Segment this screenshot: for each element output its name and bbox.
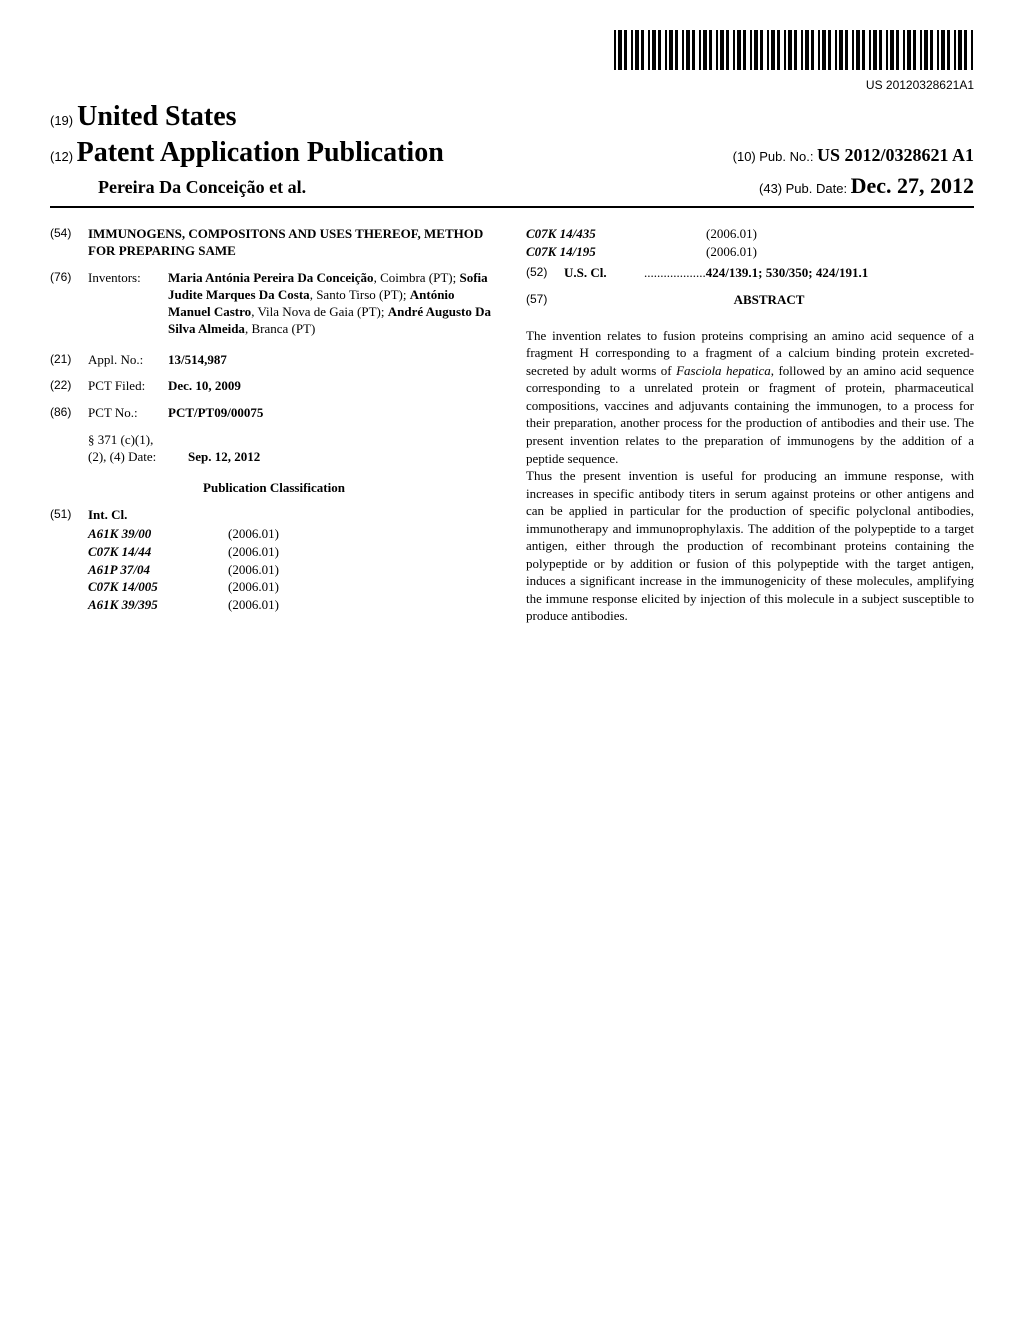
abstract-header-row: (57) ABSTRACT [526, 292, 974, 317]
para-371-label2: (2), (4) Date: [88, 449, 188, 466]
us-cl-value: 424/139.1; 530/350; 424/191.1 [706, 265, 869, 282]
pub-no-code: (10) [733, 149, 756, 164]
class-code: C07K 14/005 [88, 579, 228, 596]
class-year: (2006.01) [228, 579, 328, 596]
class-code: C07K 14/195 [526, 244, 706, 261]
barcode-region: US 20120328621A1 [50, 30, 974, 94]
header-section: (19) United States (12) Patent Applicati… [50, 99, 974, 208]
us-cl-row: (52) U.S. Cl. ................... 424/13… [526, 265, 974, 282]
int-cl-code: (51) [50, 507, 88, 524]
abstract-p2: Thus the present invention is useful for… [526, 467, 974, 625]
class-year: (2006.01) [228, 597, 328, 614]
pub-classification-heading: Publication Classification [50, 480, 498, 497]
us-cl-dots: ................... [644, 265, 706, 282]
right-column: C07K 14/435 (2006.01) C07K 14/195 (2006.… [526, 226, 974, 625]
left-column: (54) IMMUNOGENS, COMPOSITONS AND USES TH… [50, 226, 498, 625]
pub-date-label: Pub. Date: [786, 181, 847, 196]
inventors-code: (76) [50, 270, 88, 338]
class-code: C07K 14/44 [88, 544, 228, 561]
para-371-label1: § 371 (c)(1), [88, 432, 153, 449]
int-cl-item: C07K 14/195 (2006.01) [526, 244, 974, 261]
abstract-text: The invention relates to fusion proteins… [526, 327, 974, 625]
title-row: (54) IMMUNOGENS, COMPOSITONS AND USES TH… [50, 226, 498, 260]
pct-no-value: PCT/PT09/00075 [168, 405, 263, 422]
int-cl-item: C07K 14/44 (2006.01) [50, 544, 498, 561]
title-text: IMMUNOGENS, COMPOSITONS AND USES THEREOF… [88, 226, 498, 260]
int-cl-item: C07K 14/435 (2006.01) [526, 226, 974, 243]
int-cl-item: A61K 39/00 (2006.01) [50, 526, 498, 543]
int-cl-label: Int. Cl. [88, 507, 127, 524]
pct-filed-label: PCT Filed: [88, 378, 168, 395]
int-cl-item: A61K 39/395 (2006.01) [50, 597, 498, 614]
int-cl-row: (51) Int. Cl. [50, 507, 498, 524]
para-371-row: § 371 (c)(1), [50, 432, 498, 449]
class-code: A61P 37/04 [88, 562, 228, 579]
author-names: Pereira Da Conceição et al. [50, 176, 306, 199]
abstract-heading: ABSTRACT [564, 292, 974, 309]
class-code: C07K 14/435 [526, 226, 706, 243]
inventors-list: Maria Antónia Pereira Da Conceição, Coim… [168, 270, 498, 338]
pct-no-code: (86) [50, 405, 88, 422]
class-year: (2006.01) [228, 526, 328, 543]
pub-no: US 2012/0328621 A1 [817, 145, 974, 165]
class-year: (2006.01) [706, 244, 806, 261]
int-cl-item: C07K 14/005 (2006.01) [50, 579, 498, 596]
pct-filed-row: (22) PCT Filed: Dec. 10, 2009 [50, 378, 498, 395]
para-371-value: Sep. 12, 2012 [188, 449, 260, 466]
class-year: (2006.01) [228, 562, 328, 579]
appl-no-value: 13/514,987 [168, 352, 227, 369]
us-cl-label: U.S. Cl. [564, 265, 644, 282]
content-columns: (54) IMMUNOGENS, COMPOSITONS AND USES TH… [50, 226, 974, 625]
pub-date: Dec. 27, 2012 [851, 173, 974, 198]
pub-no-label: Pub. No.: [759, 149, 813, 164]
country-code: (19) [50, 113, 73, 128]
inventors-row: (76) Inventors: Maria Antónia Pereira Da… [50, 270, 498, 338]
int-cl-item: A61P 37/04 (2006.01) [50, 562, 498, 579]
pub-type: Patent Application Publication [77, 137, 444, 168]
class-year: (2006.01) [706, 226, 806, 243]
pct-no-label: PCT No.: [88, 405, 168, 422]
title-code: (54) [50, 226, 88, 260]
appl-no-label: Appl. No.: [88, 352, 168, 369]
appl-no-code: (21) [50, 352, 88, 369]
country-name: United States [77, 101, 236, 132]
pct-filed-code: (22) [50, 378, 88, 395]
class-code: A61K 39/00 [88, 526, 228, 543]
pub-date-code: (43) [759, 181, 782, 196]
abstract-code: (57) [526, 292, 564, 317]
class-year: (2006.01) [228, 544, 328, 561]
pct-filed-value: Dec. 10, 2009 [168, 378, 241, 395]
para-371-row2: (2), (4) Date: Sep. 12, 2012 [50, 449, 498, 466]
abstract-p1: The invention relates to fusion proteins… [526, 327, 974, 467]
barcode-text: US 20120328621A1 [50, 78, 974, 94]
us-cl-code: (52) [526, 265, 564, 282]
class-code: A61K 39/395 [88, 597, 228, 614]
pct-no-row: (86) PCT No.: PCT/PT09/00075 [50, 405, 498, 422]
pub-type-code: (12) [50, 149, 73, 164]
appl-no-row: (21) Appl. No.: 13/514,987 [50, 352, 498, 369]
inventors-label: Inventors: [88, 270, 168, 338]
barcode-image [614, 30, 974, 70]
